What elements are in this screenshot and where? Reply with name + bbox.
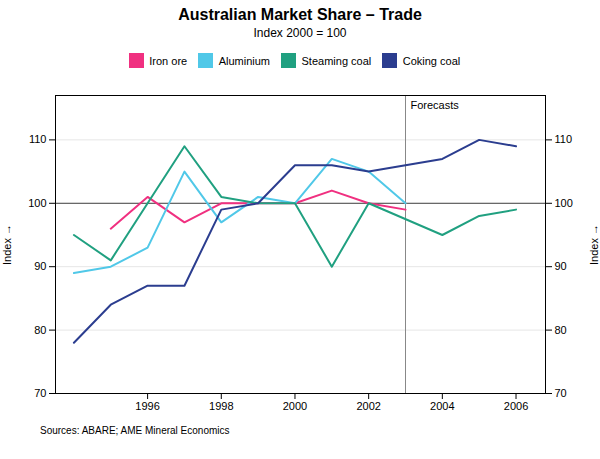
svg-text:90: 90 xyxy=(555,260,567,272)
svg-text:80: 80 xyxy=(555,323,567,335)
svg-text:100: 100 xyxy=(555,196,573,208)
svg-text:1998: 1998 xyxy=(209,400,233,412)
svg-text:110: 110 xyxy=(29,133,47,145)
html-text:Iron ore: Iron ore xyxy=(149,54,188,67)
svg-text:2000: 2000 xyxy=(283,400,307,412)
svg-text:Index →: Index → xyxy=(588,224,600,265)
html-text:Australian Market Share – Trad: Australian Market Share – Trade xyxy=(178,6,422,23)
svg-text:2004: 2004 xyxy=(430,400,454,412)
svg-text:70: 70 xyxy=(555,387,567,399)
svg-text:100: 100 xyxy=(28,196,46,208)
svg-text:2002: 2002 xyxy=(356,400,380,412)
html-text:Index 2000 = 100: Index 2000 = 100 xyxy=(253,26,347,40)
svg-text:80: 80 xyxy=(34,323,46,335)
html-text:Steaming coal: Steaming coal xyxy=(301,54,372,67)
html-text:Sources: ABARE; AME Mineral Ec: Sources: ABARE; AME Mineral Economics xyxy=(40,424,230,436)
svg-text:2006: 2006 xyxy=(504,400,528,412)
html-text:Coking coal: Coking coal xyxy=(402,54,461,67)
svg-text:70: 70 xyxy=(34,387,46,399)
html-text:Aluminium: Aluminium xyxy=(218,54,270,67)
svg-text:Forecasts: Forecasts xyxy=(411,99,460,111)
svg-text:90: 90 xyxy=(34,260,46,272)
svg-text:Index →: Index → xyxy=(1,224,13,265)
svg-text:1996: 1996 xyxy=(135,400,159,412)
svg-text:110: 110 xyxy=(555,133,573,145)
